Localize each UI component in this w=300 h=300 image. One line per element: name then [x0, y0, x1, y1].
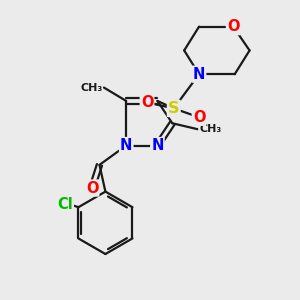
Text: N: N: [151, 138, 164, 153]
Text: O: O: [193, 110, 205, 125]
Text: N: N: [120, 138, 132, 153]
Text: O: O: [141, 95, 153, 110]
Text: O: O: [86, 181, 98, 196]
Text: O: O: [227, 19, 239, 34]
Text: CH₃: CH₃: [199, 124, 221, 134]
Text: S: S: [168, 101, 179, 116]
Text: Cl: Cl: [57, 197, 73, 212]
Text: CH₃: CH₃: [80, 82, 102, 93]
Text: N: N: [193, 67, 205, 82]
